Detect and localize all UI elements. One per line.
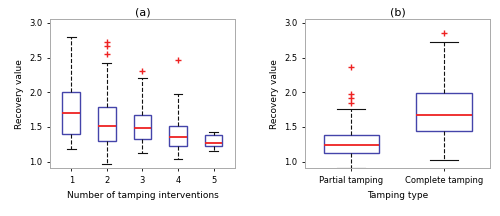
Y-axis label: Recovery value: Recovery value [14, 59, 24, 129]
PathPatch shape [98, 107, 116, 141]
PathPatch shape [324, 135, 379, 153]
PathPatch shape [169, 125, 187, 146]
X-axis label: Tamping type: Tamping type [367, 191, 428, 200]
Title: (a): (a) [134, 7, 150, 17]
Y-axis label: Recovery value: Recovery value [270, 59, 278, 129]
PathPatch shape [62, 92, 80, 134]
X-axis label: Number of tamping interventions: Number of tamping interventions [66, 191, 218, 200]
Title: (b): (b) [390, 7, 406, 17]
PathPatch shape [416, 93, 472, 131]
PathPatch shape [134, 115, 152, 139]
PathPatch shape [204, 135, 222, 146]
